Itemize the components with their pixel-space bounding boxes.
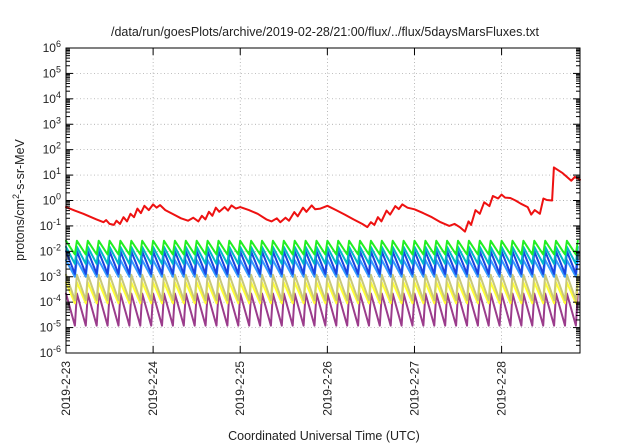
y-tick-label: 103 [43, 115, 61, 131]
x-tick-label: 2019-2-27 [407, 361, 421, 416]
x-tick-labels: 2019-2-23 2019-2-24 2019-2-25 2019-2-26 2019… [59, 361, 509, 416]
y-tick-label: 100 [43, 192, 61, 208]
y-tick-label: 105 [43, 64, 61, 80]
x-tick-label: 2019-2-25 [233, 361, 247, 416]
y-tick-label: 104 [43, 90, 61, 106]
chart-title: /data/run/goesPlots/archive/2019-02-28/2… [111, 25, 540, 39]
y-tick-label: 10-5 [40, 319, 61, 335]
series-line [65, 273, 579, 302]
y-axis-label-prefix: protons/cm [13, 199, 27, 261]
series-line [65, 239, 579, 256]
x-tick-label: 2019-2-26 [320, 361, 334, 416]
series-group [65, 166, 581, 327]
y-axis-label: protons/cm2-s-sr-MeV [11, 138, 27, 260]
series-line [65, 166, 581, 233]
y-tick-label: 106 [43, 39, 61, 55]
x-tick-label: 2019-2-23 [59, 361, 73, 416]
grid [66, 48, 580, 353]
series-line [65, 292, 579, 327]
y-tick-label: 10-2 [40, 242, 61, 258]
y-tick-labels: 10-6 10-5 10-4 10-3 10-2 10-1 100 101 102 103 104 1… [40, 39, 61, 360]
y-tick-label: 10-4 [40, 293, 61, 309]
y-tick-label: 10-3 [40, 268, 61, 284]
x-axis-label: Coordinated Universal Time (UTC) [228, 429, 420, 443]
y-tick-label: 10-1 [40, 217, 61, 233]
y-axis-label-sup: 2 [11, 194, 21, 199]
y-tick-label: 102 [43, 141, 61, 157]
y-tick-label: 10-6 [40, 344, 61, 360]
axis-ticks [65, 47, 580, 354]
y-tick-label: 101 [43, 166, 61, 182]
x-tick-label: 2019-2-24 [146, 361, 160, 416]
x-tick-label: 2019-2-28 [495, 361, 509, 416]
y-axis-label-suffix: -s-sr-MeV [13, 138, 27, 194]
